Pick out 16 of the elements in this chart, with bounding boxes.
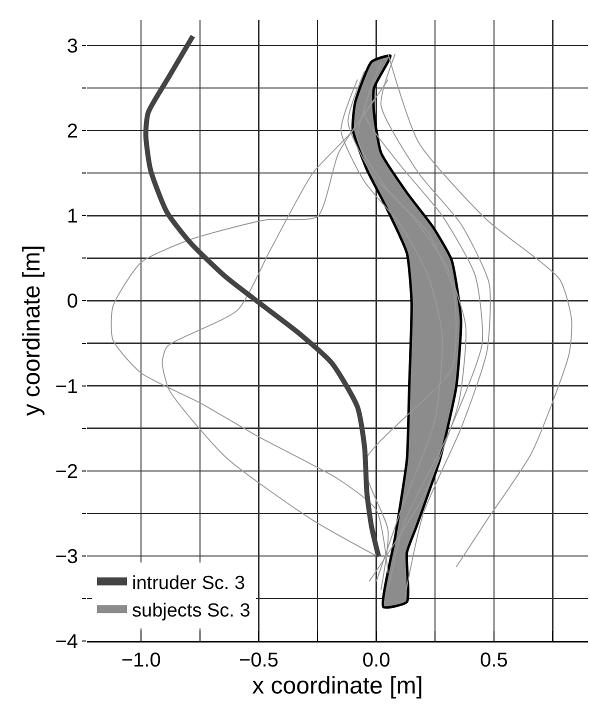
y-tick-label: −4 [55,631,78,653]
x-tick-label: −0.5 [238,650,278,672]
legend-label: subjects Sc. 3 [132,600,250,622]
y-tick-label: 2 [66,120,78,143]
y-tick-label: 1 [66,206,78,228]
y-axis-title: y coordinate [m] [18,245,46,416]
y-tick-label: 3 [66,36,78,58]
x-axis-title: x coordinate [m] [252,672,423,700]
x-tick-label: 0.0 [362,650,390,672]
y-tick-label: −1 [55,376,78,398]
legend-label: intruder Sc. 3 [132,572,246,594]
x-tick-label: −1.0 [121,650,161,672]
y-tick-label: 0 [66,290,78,313]
y-tick-label: −3 [55,546,78,568]
x-tick-label: 0.5 [480,650,508,672]
y-tick-label: −2 [55,460,78,483]
